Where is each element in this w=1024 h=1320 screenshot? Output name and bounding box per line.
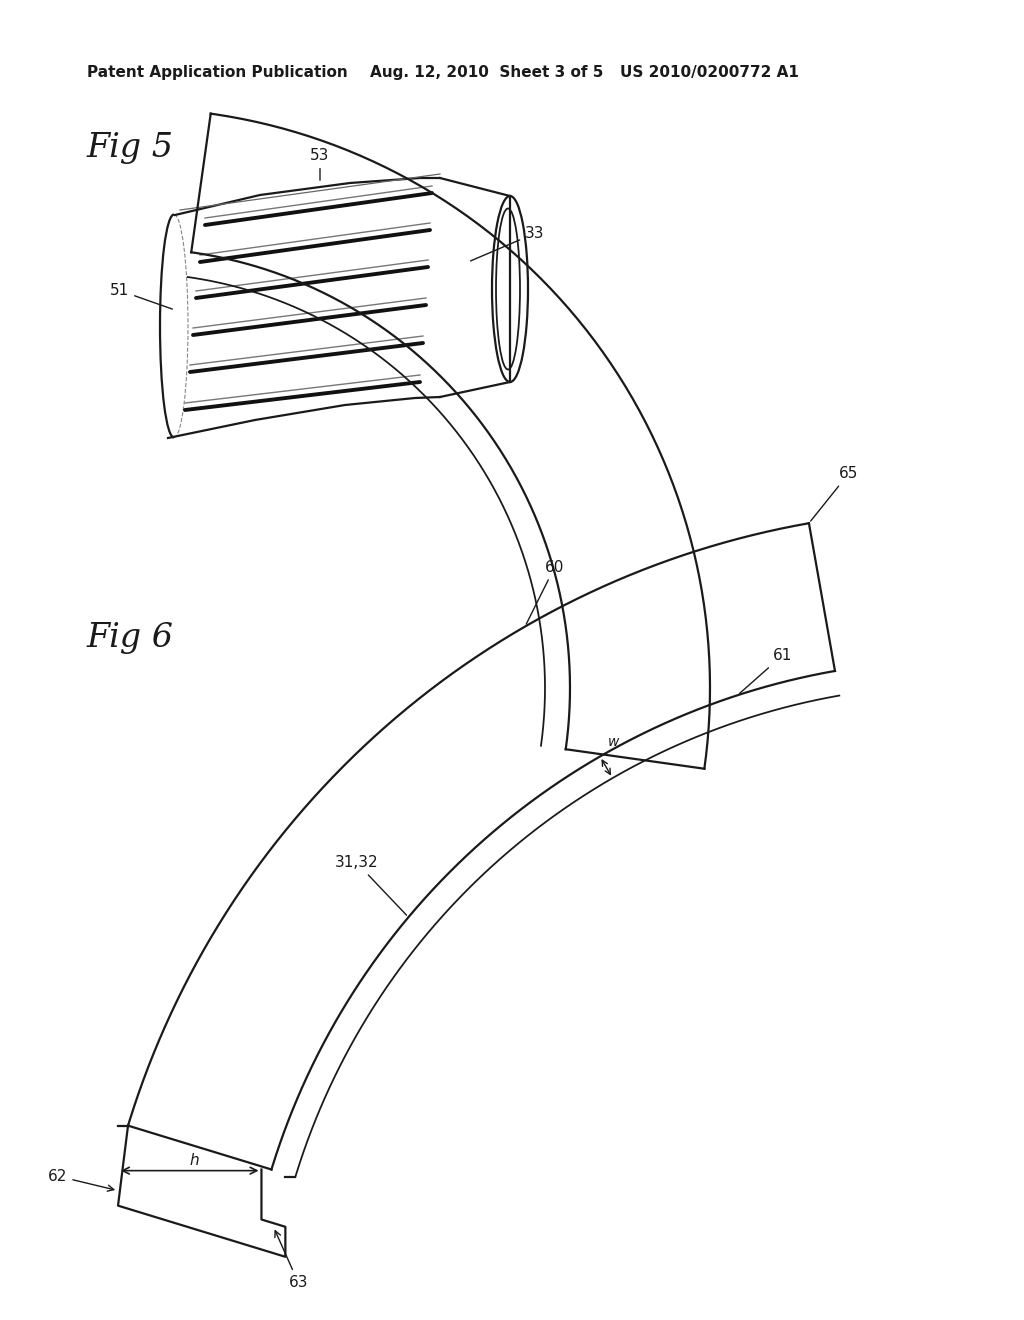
Text: 53: 53	[310, 148, 330, 181]
Text: Fig 5: Fig 5	[87, 132, 174, 164]
Text: 33: 33	[471, 226, 545, 261]
Text: 63: 63	[274, 1230, 308, 1290]
Text: US 2010/0200772 A1: US 2010/0200772 A1	[620, 65, 799, 79]
Text: 61: 61	[739, 648, 792, 693]
Text: 60: 60	[526, 560, 564, 624]
Text: Fig 6: Fig 6	[87, 622, 174, 653]
Text: 51: 51	[110, 282, 172, 309]
Text: h: h	[189, 1152, 200, 1168]
Text: 31,32: 31,32	[335, 855, 407, 915]
Text: w: w	[608, 735, 620, 750]
Text: Patent Application Publication: Patent Application Publication	[87, 65, 348, 79]
Text: 65: 65	[811, 466, 858, 521]
Text: 62: 62	[48, 1168, 114, 1191]
Text: Aug. 12, 2010  Sheet 3 of 5: Aug. 12, 2010 Sheet 3 of 5	[370, 65, 603, 79]
